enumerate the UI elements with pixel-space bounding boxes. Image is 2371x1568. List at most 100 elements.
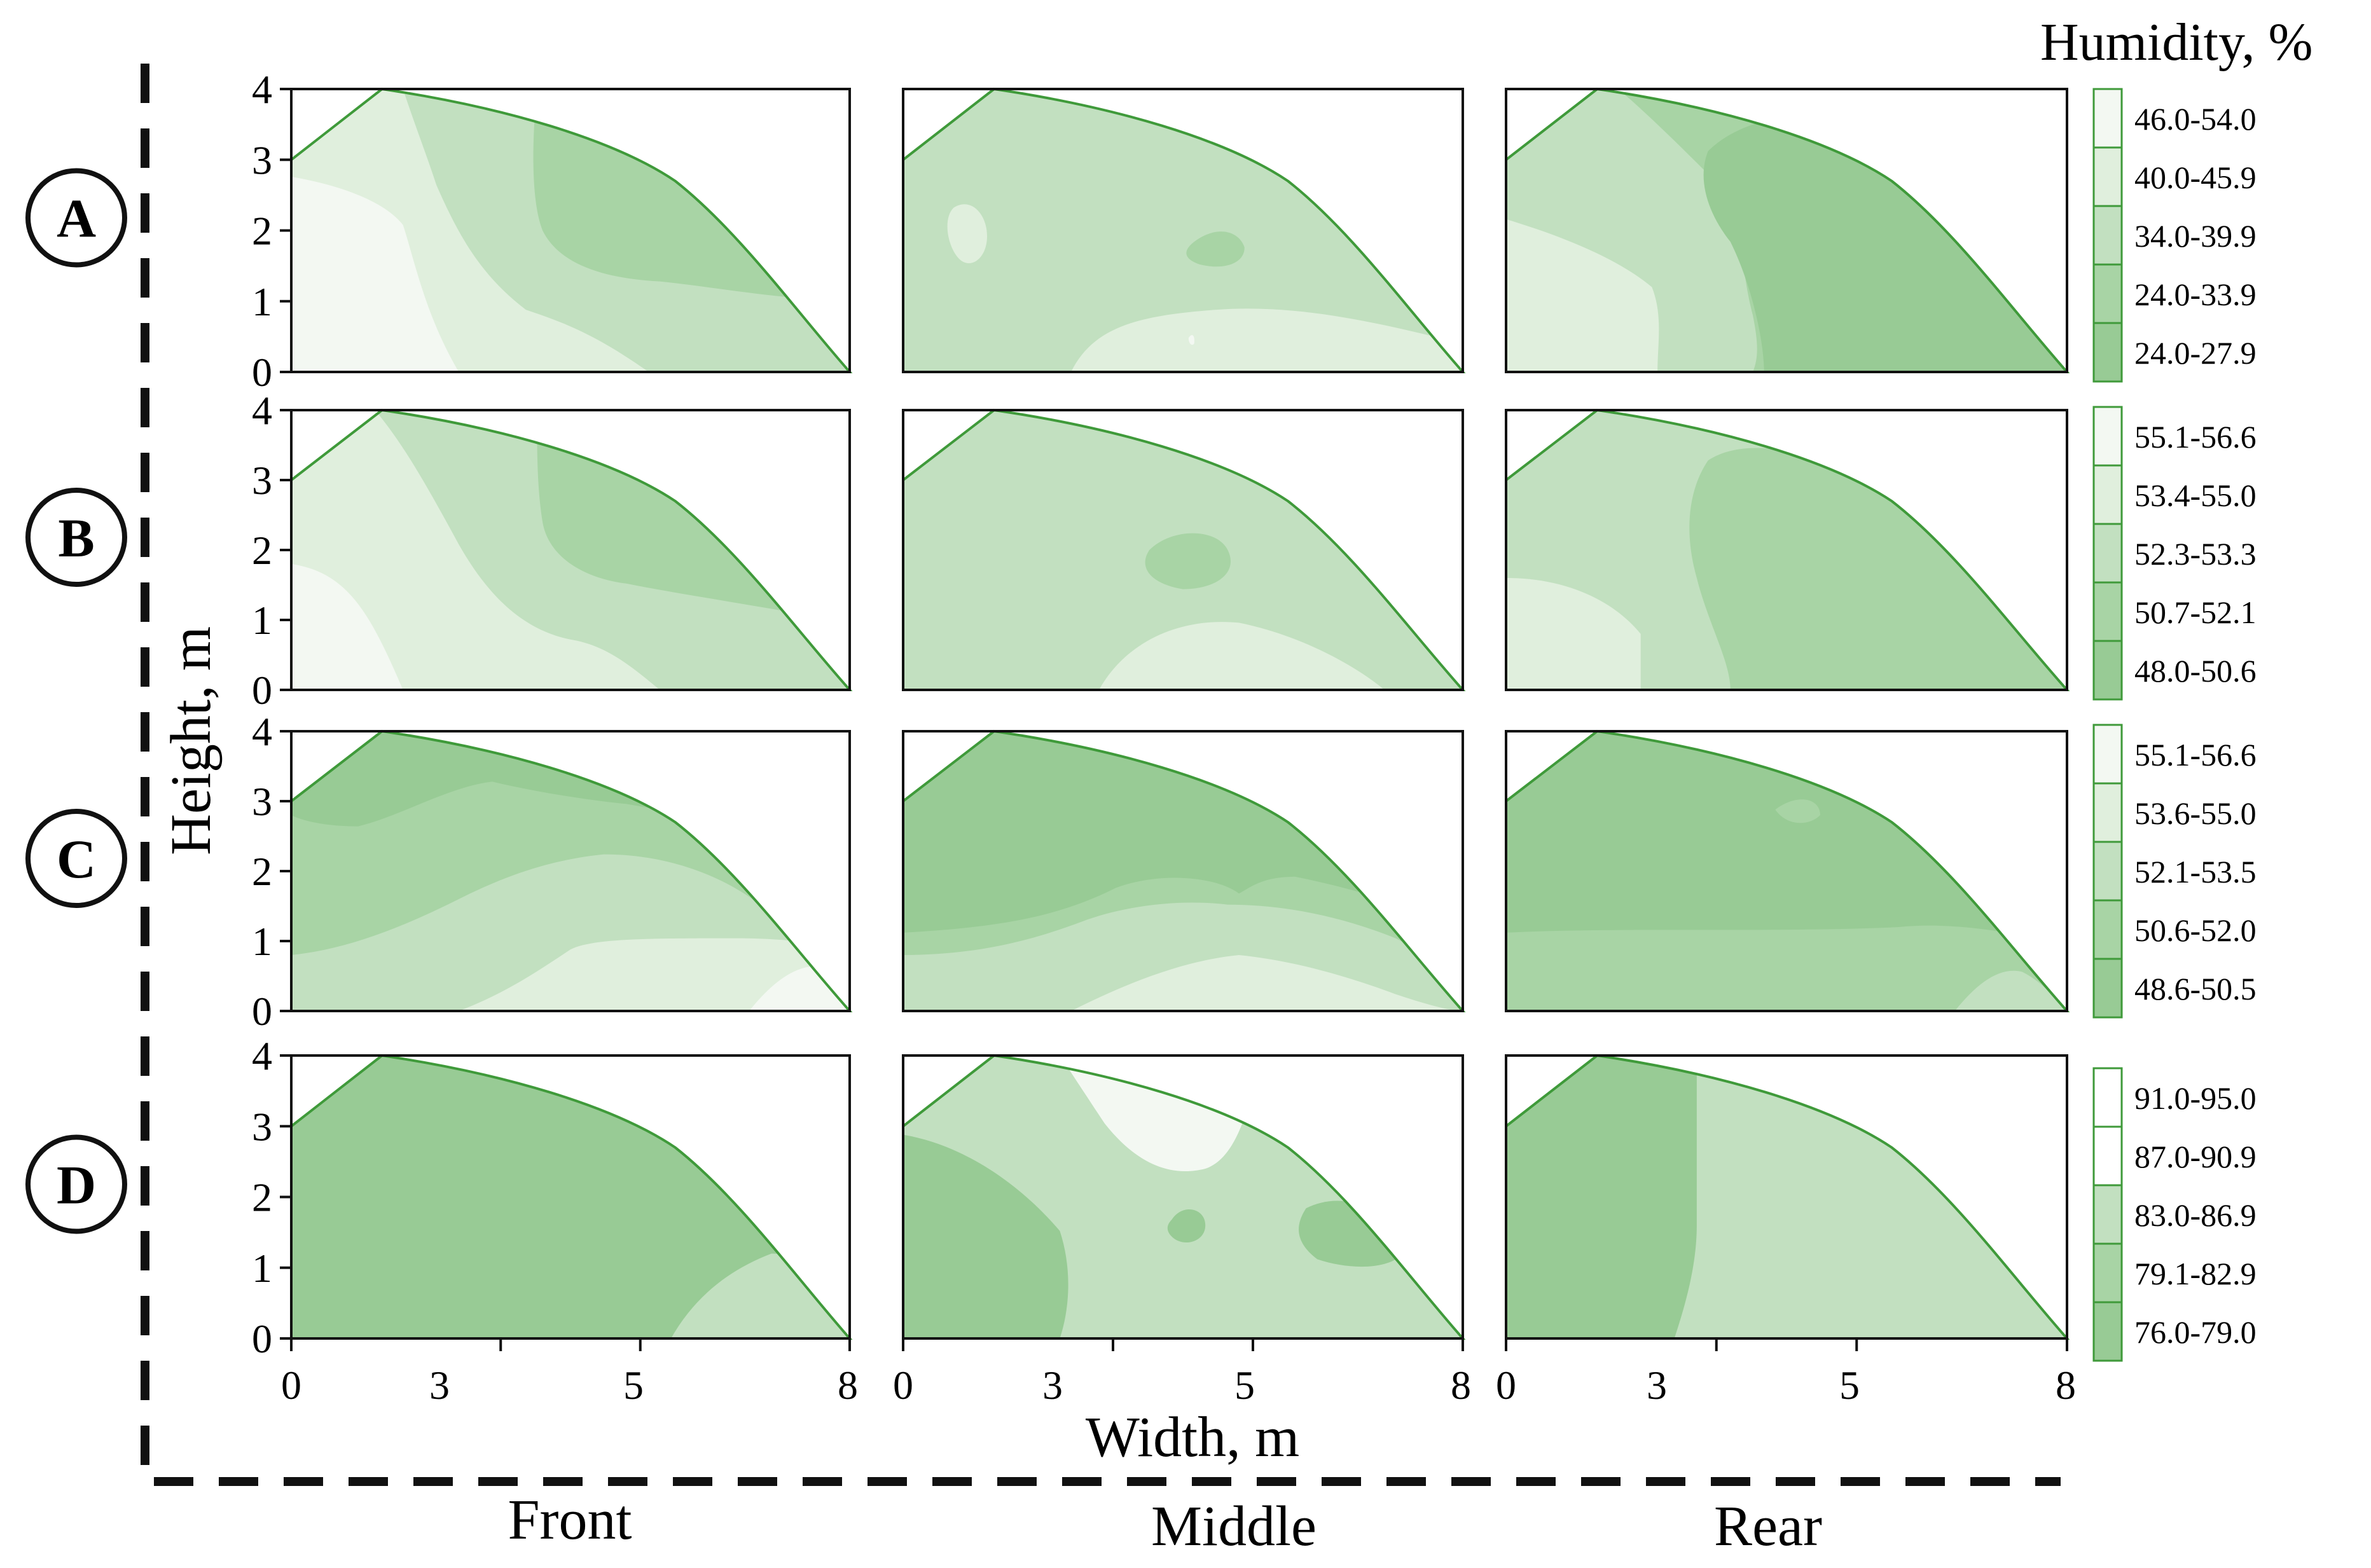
- x-tick-labels-front: 0 3 5 8: [281, 1363, 858, 1408]
- legend-swatch: [2092, 1184, 2123, 1245]
- x-tick-label: 0: [1496, 1363, 1516, 1408]
- legend-label: 48.6-50.5: [2134, 971, 2257, 1007]
- legend-label: 76.0-79.0: [2134, 1314, 2257, 1350]
- contour-region: [1099, 622, 1385, 690]
- row-label-text: D: [57, 1155, 96, 1216]
- panel-B-middle: [902, 408, 1466, 691]
- legend-label: 83.0-86.9: [2134, 1197, 2257, 1233]
- legend-label: 50.6-52.0: [2134, 912, 2257, 948]
- contour-region: [1506, 1056, 1697, 1338]
- contour-region: [1775, 799, 1820, 823]
- dashed-frame: [141, 64, 2061, 1486]
- row-label-circle: [25, 488, 127, 587]
- panel-C-middle: [902, 729, 1466, 1012]
- roof-outline: [290, 408, 853, 691]
- row-label-D: D: [25, 1134, 127, 1234]
- x-tick-label: 0: [281, 1363, 301, 1408]
- row-label-circle: [25, 1134, 127, 1234]
- y-tick-label: 0: [252, 989, 272, 1034]
- contour-region: [1145, 533, 1231, 589]
- legend-swatch: [2092, 581, 2123, 642]
- legend-swatch: [2092, 1125, 2123, 1186]
- legend-label: 48.0-50.6: [2134, 653, 2257, 689]
- roof-outline: [290, 87, 853, 373]
- y-tick-label: 0: [252, 668, 272, 713]
- panel-A-rear: [1505, 87, 2070, 373]
- legend-swatch: [2092, 899, 2123, 960]
- legend-swatch: [2092, 146, 2123, 207]
- row-label-A: A: [25, 168, 127, 268]
- roof-outline: [902, 1054, 1466, 1340]
- y-tick-label: 4: [252, 67, 272, 112]
- panel-C-rear: [1505, 729, 2070, 1012]
- x-tick-label: 3: [1042, 1363, 1063, 1408]
- legend-label: 24.0-27.9: [2134, 335, 2257, 371]
- row-label-circle: [25, 168, 127, 268]
- contour-region: [903, 1134, 1068, 1338]
- legend-swatch: [2092, 1301, 2123, 1362]
- legend-swatch: [2092, 1242, 2123, 1303]
- panel-A-middle: [902, 87, 1466, 373]
- panel-border: [1505, 1054, 2068, 1340]
- roof-outline: [902, 729, 1466, 1012]
- panel-border: [1505, 730, 2068, 1012]
- contour-region: [947, 204, 987, 263]
- row-label-text: A: [57, 188, 96, 249]
- x-tick-label: 3: [429, 1363, 450, 1408]
- x-tick-label: 5: [1234, 1363, 1255, 1408]
- panel-border: [902, 88, 1464, 373]
- y-tick-label: 3: [252, 458, 272, 503]
- roof-outline: [1505, 87, 2070, 373]
- contour-region: [291, 564, 403, 690]
- roof-outline: [290, 729, 853, 1012]
- y-tick-label: 4: [252, 709, 272, 754]
- legends: 46.0-54.0 40.0-45.9 34.0-39.9 24.0-33.9 24.0…: [2092, 88, 2257, 1362]
- legend-label: 55.1-56.6: [2134, 419, 2257, 455]
- roof-outline: [290, 1054, 853, 1340]
- y-tick-label: 1: [252, 1246, 272, 1291]
- legend-label: 91.0-95.0: [2134, 1080, 2257, 1116]
- row-label-text: C: [57, 829, 96, 890]
- x-tick-label: 8: [2056, 1363, 2076, 1408]
- contour-region: [1506, 925, 2067, 1011]
- legend-swatch: [2092, 263, 2123, 324]
- legend-label: 34.0-39.9: [2134, 218, 2257, 254]
- panel-A-front: 0 1 2 3 4: [252, 67, 853, 395]
- y-tick-label: 1: [252, 279, 272, 324]
- legend-label: 53.6-55.0: [2134, 795, 2257, 831]
- legend-row-B: 55.1-56.6 53.4-55.0 52.3-53.3 50.7-52.1 48.0…: [2092, 406, 2257, 701]
- x-tick-label: 3: [1647, 1363, 1667, 1408]
- legend-swatch: [2092, 841, 2123, 902]
- legend-label: 24.0-33.9: [2134, 277, 2257, 312]
- y-tick-label: 2: [252, 1175, 272, 1220]
- y-tick-label: 1: [252, 598, 272, 643]
- legend-label: 87.0-90.9: [2134, 1139, 2257, 1174]
- panel-C-front: 0 1 2 3 4: [252, 709, 853, 1034]
- contour-region: [1703, 115, 2067, 372]
- legend-row-D: 91.0-95.0 87.0-90.9 83.0-86.9 79.1-82.9 76.0…: [2092, 1067, 2257, 1362]
- contour-region: [459, 938, 850, 1011]
- x-tick-label: 0: [893, 1363, 913, 1408]
- row-label-circle: [25, 809, 127, 908]
- legend-title: Humidity, %: [2040, 13, 2313, 72]
- legend-swatch: [2092, 406, 2123, 467]
- panel-border: [1505, 409, 2068, 691]
- panel-B-front: 0 1 2 3 4: [252, 388, 853, 713]
- y-tick-label: 2: [252, 209, 272, 254]
- panel-border: [902, 409, 1464, 691]
- roof-outline: [1505, 729, 2070, 1012]
- legend-label: 52.1-53.5: [2134, 854, 2257, 890]
- legend-swatch: [2092, 464, 2123, 525]
- contour-region: [1167, 1209, 1206, 1243]
- roof-outline: [1505, 408, 2070, 691]
- y-tick-label: 4: [252, 388, 272, 433]
- roof-outline: [902, 87, 1466, 373]
- y-tick-label: 4: [252, 1033, 272, 1078]
- panel-D-middle: [902, 1054, 1466, 1351]
- row-label-C: C: [25, 809, 127, 908]
- x-tick-label: 5: [623, 1363, 644, 1408]
- y-axis-label: Height, m: [160, 626, 223, 855]
- roof-outline: [902, 408, 1466, 691]
- legend-label: 50.7-52.1: [2134, 595, 2257, 630]
